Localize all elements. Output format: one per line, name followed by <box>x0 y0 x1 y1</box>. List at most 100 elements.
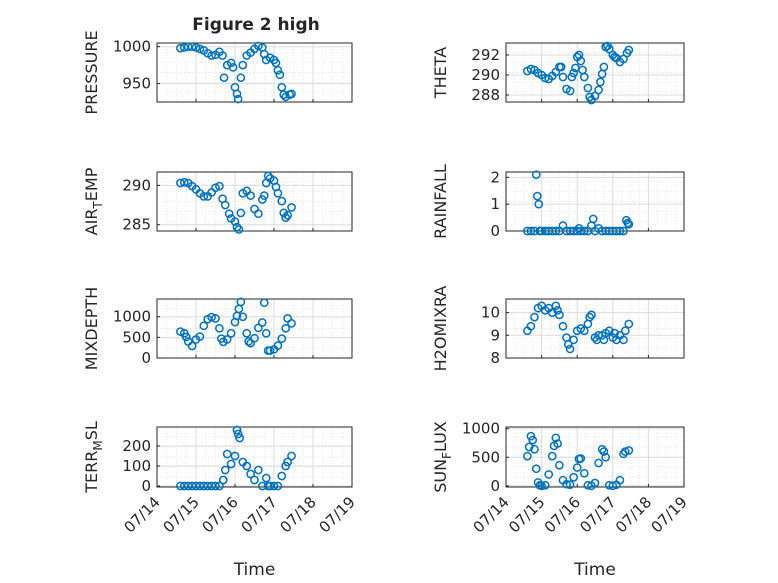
data-point <box>287 451 296 461</box>
data-point <box>556 62 566 72</box>
data-point <box>528 435 538 445</box>
data-point <box>232 425 242 435</box>
data-point <box>195 44 205 54</box>
data-point <box>199 321 209 331</box>
data-point <box>619 226 628 236</box>
data-point <box>551 226 561 236</box>
data-point <box>277 82 287 92</box>
subplot-1: 950 1000 PRESSURE <box>82 30 353 115</box>
x-axis-label: Time <box>573 560 616 580</box>
data-point <box>283 314 292 323</box>
axes-box <box>156 298 353 359</box>
x-tick-label: 07/17 <box>238 493 281 536</box>
data-point <box>199 192 209 201</box>
y-tick-label: 292 <box>471 46 500 64</box>
y-tick-label: 1 <box>490 195 500 213</box>
data-point <box>597 69 607 79</box>
x-tick-label: 07/18 <box>277 493 320 536</box>
data-point <box>569 335 578 345</box>
data-point <box>211 314 220 323</box>
data-point <box>579 72 589 82</box>
data-point <box>583 83 593 93</box>
data-point <box>624 45 634 55</box>
data-point <box>553 305 562 315</box>
y-tick-label: 0 <box>490 222 500 240</box>
data-point <box>232 89 242 99</box>
data-point <box>531 170 541 180</box>
data-point <box>583 319 593 329</box>
data-point <box>218 51 227 60</box>
axes-box <box>505 298 685 359</box>
data-point <box>283 210 292 220</box>
data-point <box>599 62 609 72</box>
x-tick-label: 07/18 <box>612 493 655 536</box>
x-tick-label: 07/14 <box>121 493 164 536</box>
data-point <box>277 196 287 206</box>
data-point <box>220 200 230 210</box>
data-point <box>275 70 285 80</box>
data-point <box>537 481 546 491</box>
y-tick-label: 1000 <box>113 308 151 326</box>
data-point <box>236 297 246 307</box>
data-point <box>594 85 603 95</box>
data-point <box>250 475 259 485</box>
axes-box <box>156 42 353 103</box>
y-axis-label: MIXDEPTH <box>82 287 101 370</box>
data-point <box>273 188 283 198</box>
data-point <box>587 310 596 320</box>
data-point <box>230 217 240 226</box>
data-point <box>585 312 595 322</box>
data-point <box>215 323 224 333</box>
data-point <box>236 73 246 83</box>
data-point <box>281 323 291 333</box>
y-tick-label: 500 <box>122 328 151 346</box>
data-point <box>532 191 542 201</box>
data-point <box>526 431 536 441</box>
y-tick-label: 200 <box>122 437 151 455</box>
data-point <box>277 334 287 343</box>
data-point <box>261 473 271 483</box>
y-axis-label: PRESSURE <box>82 30 101 114</box>
data-point <box>558 72 568 82</box>
y-tick-label: 950 <box>122 75 151 93</box>
y-tick-label: 0 <box>141 477 151 495</box>
x-tick-label: 07/17 <box>576 493 619 536</box>
data-point <box>558 321 568 331</box>
data-point <box>281 213 291 222</box>
data-point <box>523 451 532 461</box>
data-point <box>226 459 236 469</box>
data-point <box>277 471 287 481</box>
x-tick-label: 07/16 <box>199 493 242 536</box>
data-point <box>176 327 185 336</box>
data-point <box>226 328 236 338</box>
y-tick-label: 285 <box>122 216 151 234</box>
data-point <box>222 449 232 459</box>
subplot-3: 285 290 AIRTEMP <box>82 167 353 235</box>
data-point <box>265 346 275 355</box>
data-point <box>604 326 614 336</box>
data-point <box>219 73 229 83</box>
y-tick-label: 10 <box>481 304 500 322</box>
data-point <box>176 43 185 53</box>
data-point <box>242 328 252 338</box>
data-point <box>230 451 240 461</box>
data-point <box>183 337 193 346</box>
subplot-2: 288 290 292 THETA <box>431 41 685 105</box>
y-tick-label: 0 <box>490 477 500 495</box>
y-tick-label: 1000 <box>462 420 500 438</box>
x-tick-label: 07/19 <box>316 493 359 536</box>
subplot-4: 0 1 2 RAINFALL <box>431 164 685 240</box>
data-point <box>544 470 554 479</box>
data-point <box>563 340 573 349</box>
x-tick-label: 07/14 <box>470 493 513 536</box>
data-point <box>211 481 220 491</box>
data-point <box>547 451 557 461</box>
data-point <box>207 51 216 60</box>
y-tick-label: 8 <box>490 349 500 367</box>
data-point <box>228 62 238 72</box>
data-point <box>565 86 575 96</box>
data-point <box>187 341 197 351</box>
data-point <box>553 439 562 448</box>
data-point <box>242 461 252 471</box>
y-axis-label: RAINFALL <box>431 164 450 239</box>
